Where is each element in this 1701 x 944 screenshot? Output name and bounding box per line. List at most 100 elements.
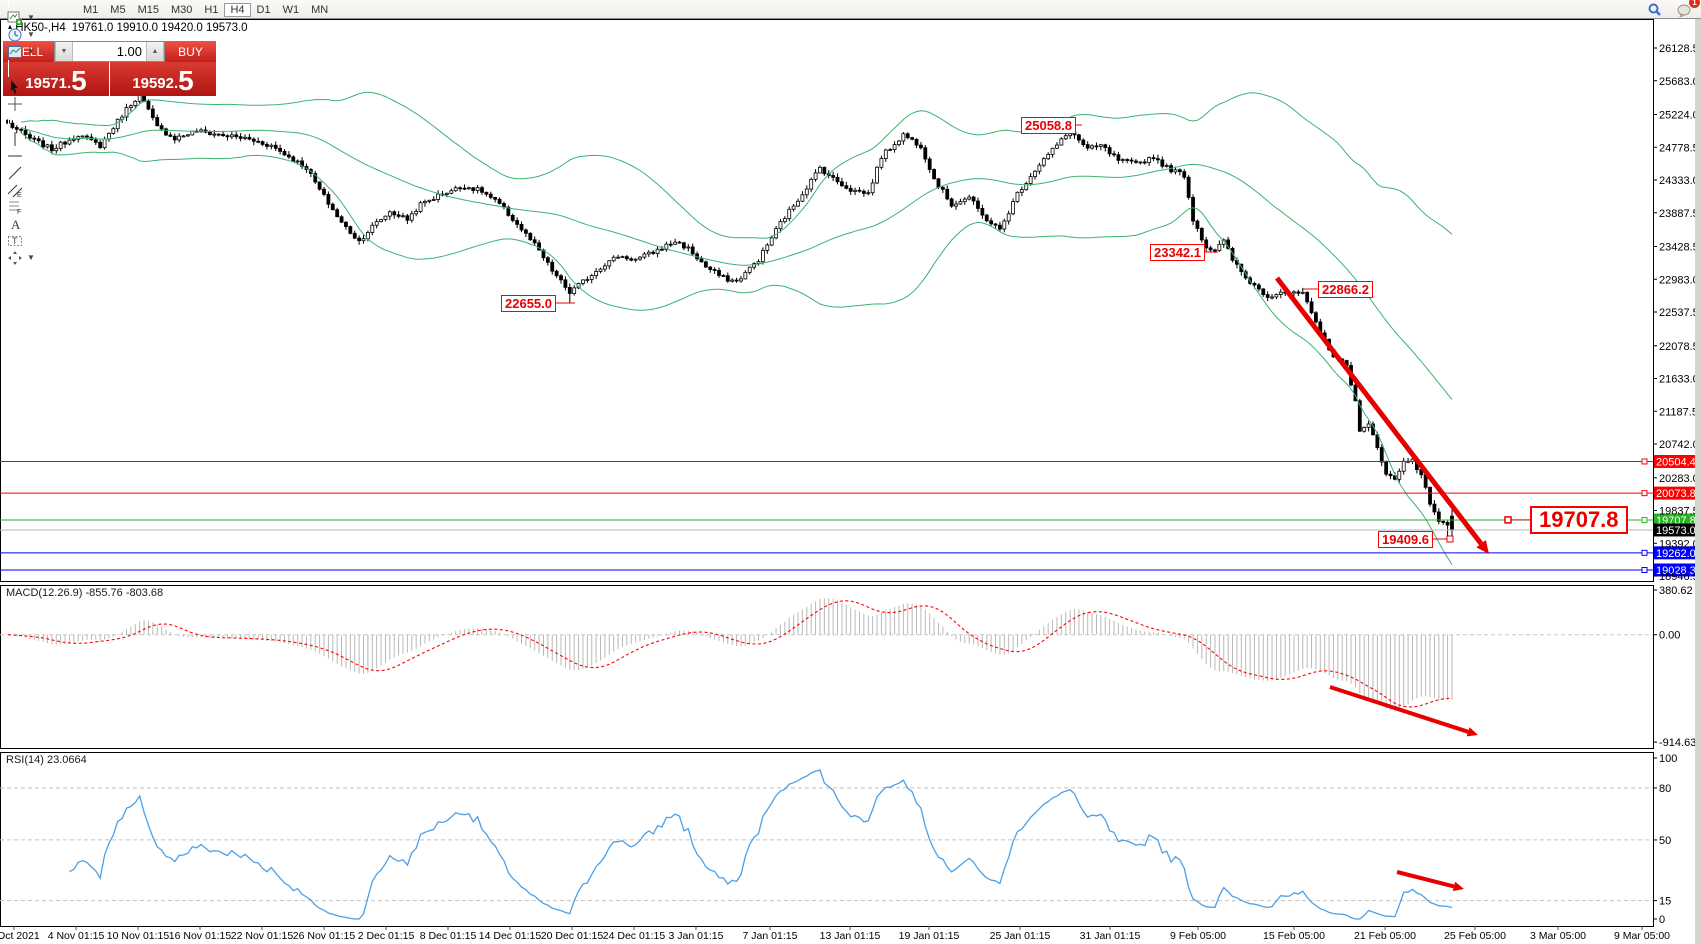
svg-text:10 Nov 01:15: 10 Nov 01:15 [107, 930, 170, 942]
chevron-down-icon: ▼ [27, 47, 35, 56]
fibonacci-button[interactable]: F [4, 198, 77, 215]
chevron-down-icon: ▼ [27, 253, 35, 262]
svg-text:15 Feb 05:00: 15 Feb 05:00 [1263, 930, 1325, 942]
svg-text:22 Nov 01:15: 22 Nov 01:15 [231, 930, 294, 942]
window-edge [1695, 19, 1701, 944]
svg-text:0: 0 [1659, 914, 1665, 926]
svg-text:14 Dec 01:15: 14 Dec 01:15 [479, 930, 542, 942]
svg-text:25683.0: 25683.0 [1659, 76, 1699, 88]
crosshair-icon [7, 96, 23, 112]
svg-text:22983.0: 22983.0 [1659, 274, 1699, 286]
trendline-button[interactable] [4, 164, 77, 181]
svg-text:0.00: 0.00 [1659, 630, 1680, 642]
chart-ohlc: 19761.0 19910.0 19420.0 19573.0 [71, 22, 248, 34]
buy-price-big-digit: 5 [178, 65, 194, 96]
svg-text:9 Oct 2021: 9 Oct 2021 [0, 930, 40, 942]
chevron-down-icon: ▼ [27, 30, 35, 39]
hline-button[interactable] [4, 147, 77, 164]
svg-text:7 Jan 01:15: 7 Jan 01:15 [743, 930, 798, 942]
timeframe-button-w1[interactable]: W1 [282, 4, 300, 16]
volume-increase-button[interactable]: ▲ [146, 42, 164, 61]
symbol-marker-icon: ▴ [8, 22, 13, 31]
trendline-icon [7, 165, 23, 181]
svg-text:-914.63: -914.63 [1659, 737, 1696, 749]
svg-text:8 Dec 01:15: 8 Dec 01:15 [420, 930, 477, 942]
svg-text:15: 15 [1659, 896, 1671, 908]
svg-text:19837.5: 19837.5 [1659, 506, 1699, 518]
svg-text:21187.5: 21187.5 [1659, 406, 1698, 418]
svg-text:9 Feb 05:00: 9 Feb 05:00 [1170, 930, 1226, 942]
svg-text:23428.5: 23428.5 [1659, 242, 1699, 254]
label-button[interactable]: T [4, 232, 77, 249]
arrows-button[interactable]: ▼ [4, 249, 77, 266]
crosshair-button[interactable] [4, 95, 77, 112]
search-icon[interactable] [1644, 1, 1665, 18]
svg-text:16 Nov 01:15: 16 Nov 01:15 [169, 930, 232, 942]
label-icon: T [7, 233, 23, 249]
timeframe-button-m15[interactable]: M15 [137, 4, 159, 16]
volume-decrease-button[interactable]: ▼ [55, 42, 73, 61]
svg-text:22078.5: 22078.5 [1659, 341, 1699, 353]
period-clock-icon [7, 27, 23, 43]
svg-text:22537.5: 22537.5 [1659, 307, 1699, 319]
timeframe-toolbar: M1 M5 M15 M30 H1 H4 D1 W1 MN [77, 0, 334, 18]
svg-text:4 Nov 01:15: 4 Nov 01:15 [48, 930, 105, 942]
svg-text:19573.0: 19573.0 [1656, 525, 1696, 537]
svg-text:13 Jan 01:15: 13 Jan 01:15 [820, 930, 881, 942]
template-icon [7, 44, 23, 60]
svg-text:20073.8: 20073.8 [1656, 488, 1696, 500]
new-chart-button[interactable]: ▼ [4, 9, 77, 26]
sell-price-big-digit: 5 [71, 65, 87, 96]
vline-button[interactable] [4, 130, 77, 147]
period-clock-button[interactable]: ▼ [4, 26, 77, 43]
svg-text:19262.0: 19262.0 [1656, 548, 1696, 560]
template-button[interactable]: ▼ [4, 43, 77, 60]
svg-text:25224.0: 25224.0 [1659, 109, 1699, 121]
svg-text:20742.0: 20742.0 [1659, 439, 1699, 451]
buy-price-display: 19592. 5 [110, 62, 216, 96]
timeframe-button-mn[interactable]: MN [311, 4, 329, 16]
timeframe-button-d1[interactable]: D1 [256, 4, 271, 16]
channel-button[interactable]: E [4, 181, 77, 198]
svg-text:80: 80 [1659, 783, 1671, 795]
timeframe-button-h4[interactable]: H4 [224, 3, 251, 17]
toolbar-separator [8, 60, 9, 77]
svg-text:26 Nov 01:15: 26 Nov 01:15 [293, 930, 356, 942]
svg-text:19392.0: 19392.0 [1659, 538, 1699, 550]
svg-text:19 Jan 01:15: 19 Jan 01:15 [899, 930, 960, 942]
svg-text:380.62: 380.62 [1659, 585, 1693, 597]
timeframe-button-h1[interactable]: H1 [204, 4, 219, 16]
buy-button[interactable]: BUY [165, 41, 216, 62]
svg-text:21633.0: 21633.0 [1659, 374, 1699, 386]
volume-input[interactable] [73, 42, 146, 61]
text-button[interactable]: A [4, 215, 77, 232]
channel-icon: E [7, 182, 23, 198]
notifications-icon[interactable]: 1 [1673, 0, 1700, 18]
svg-text:21 Feb 05:00: 21 Feb 05:00 [1354, 930, 1416, 942]
chart-symbol-period: HK50-,H4 [15, 22, 66, 34]
volume-control: ▼ ▲ [54, 41, 165, 62]
text-icon: A [7, 216, 23, 232]
svg-text:100: 100 [1659, 753, 1677, 765]
toolbar-separator [8, 0, 9, 8]
svg-text:T: T [12, 236, 18, 246]
macd-label: MACD(12.26.9) -855.76 -803.68 [6, 587, 164, 599]
svg-text:25 Jan 01:15: 25 Jan 01:15 [990, 930, 1051, 942]
timeframe-button-m5[interactable]: M5 [110, 4, 126, 16]
svg-text:24333.0: 24333.0 [1659, 175, 1699, 187]
timeframe-button-m30[interactable]: M30 [170, 4, 193, 16]
toolbar-separator [8, 266, 9, 283]
svg-text:24778.5: 24778.5 [1659, 142, 1699, 154]
svg-text:18946.5: 18946.5 [1659, 571, 1699, 583]
svg-text:20504.4: 20504.4 [1656, 456, 1696, 468]
timeframe-button-m1[interactable]: M1 [83, 4, 99, 16]
notification-badge: 1 [1689, 0, 1700, 8]
svg-text:19028.3: 19028.3 [1656, 565, 1696, 577]
rsi-label: RSI(14) 23.0664 [6, 754, 87, 766]
cursor-button[interactable] [4, 78, 77, 95]
sell-price-main: 19571. [25, 75, 72, 92]
svg-text:20 Dec 01:15: 20 Dec 01:15 [541, 930, 604, 942]
